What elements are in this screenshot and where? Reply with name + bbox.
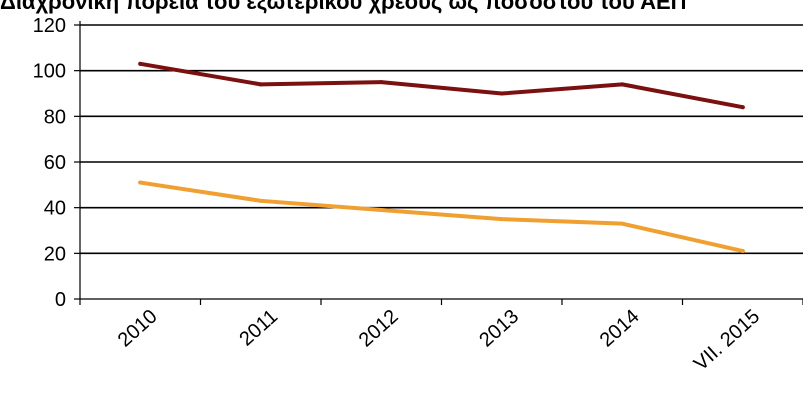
data-point	[740, 249, 745, 254]
y-tick-label: 100	[33, 61, 66, 83]
y-tick-labels: 0 20 40 60 80 100 120	[33, 15, 66, 311]
data-point	[258, 82, 263, 87]
data-point	[620, 82, 625, 87]
data-point	[740, 105, 745, 110]
series-lines	[138, 61, 745, 254]
data-point	[499, 91, 504, 96]
data-point	[138, 61, 143, 66]
series-line-1	[138, 61, 745, 110]
y-tick-label: 0	[55, 289, 66, 311]
y-tick-label: 120	[33, 15, 66, 37]
y-tick-label: 80	[44, 106, 66, 128]
x-tick-label: 2011	[235, 305, 282, 350]
gridlines	[80, 24, 803, 255]
data-point	[379, 207, 384, 212]
y-tick-label: 60	[44, 152, 66, 174]
x-tick-label: 2010	[114, 305, 162, 351]
x-tick-labels: 2010 2011 2012 2013 2014 VII. 2015	[114, 305, 764, 375]
series-line-2	[138, 180, 745, 254]
data-point	[499, 217, 504, 222]
y-tick-label: 20	[44, 243, 66, 265]
chart-title: Διαχρονική πορεία του εξωτερικού χρέους …	[0, 0, 687, 14]
data-point	[138, 180, 143, 185]
data-point	[379, 80, 384, 85]
data-point	[258, 198, 263, 203]
x-tick-label: 2013	[475, 305, 523, 351]
x-tick-label: 2012	[355, 305, 403, 351]
data-point	[620, 221, 625, 226]
axes	[74, 21, 803, 305]
y-tick-label: 40	[44, 198, 66, 220]
x-tick-label: 2014	[596, 305, 644, 351]
x-tick-label: VII. 2015	[690, 305, 764, 375]
